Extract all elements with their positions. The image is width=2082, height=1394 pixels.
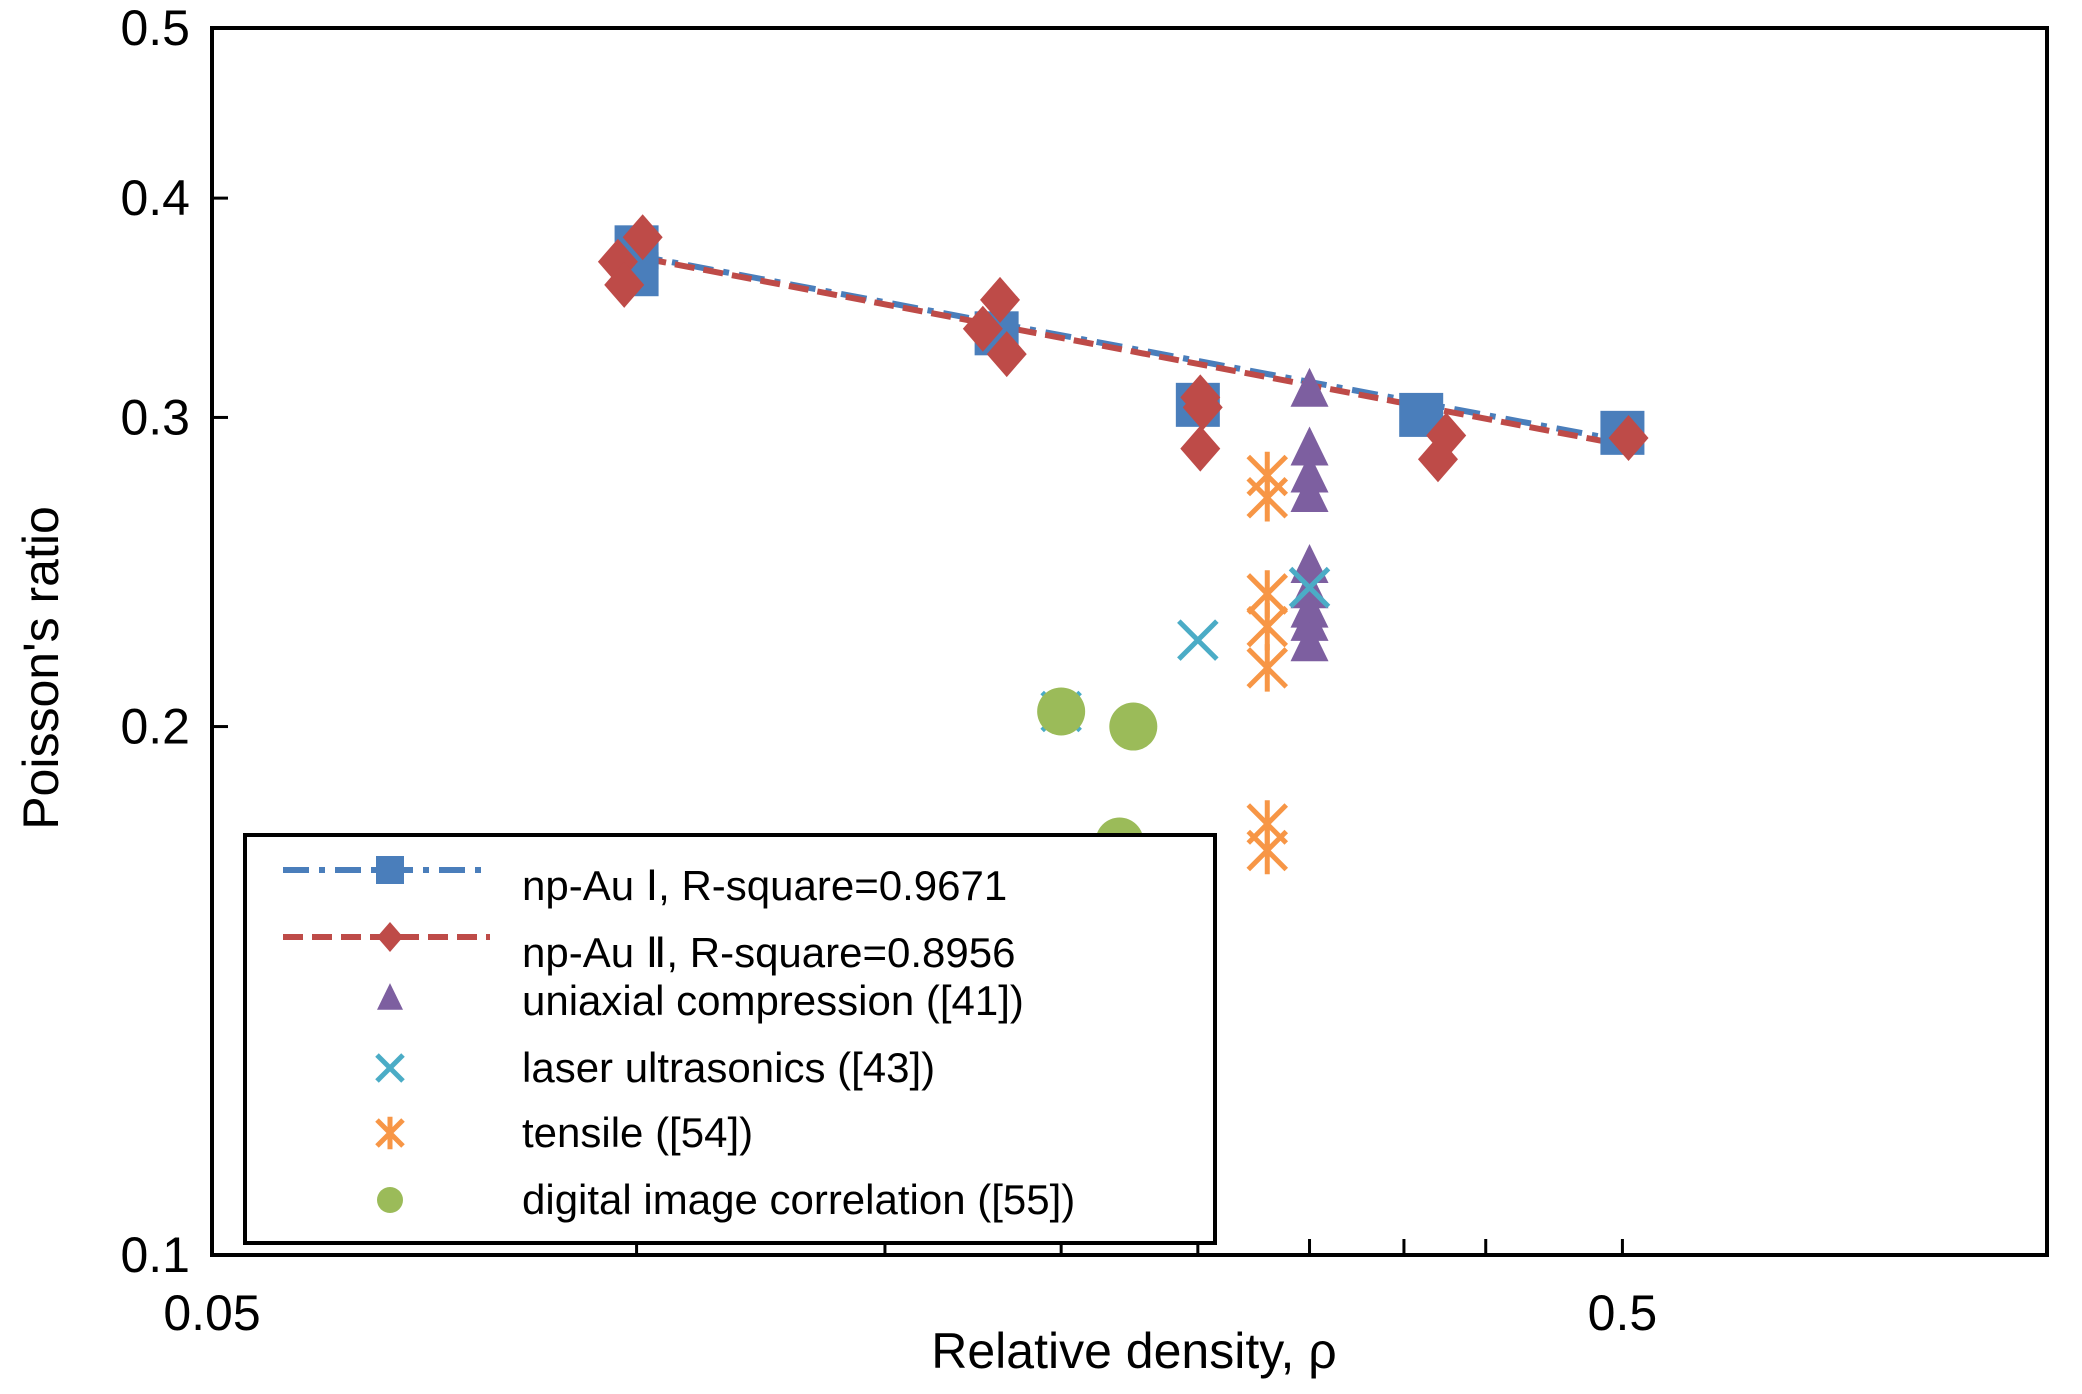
y-tick-label: 0.2 xyxy=(120,699,190,755)
point-diamond xyxy=(604,261,645,308)
legend-label: np-Au Ⅱ, R-square=0.8956 xyxy=(522,929,1015,976)
x-tick-label: 0.05 xyxy=(163,1285,260,1341)
y-tick-label: 0.4 xyxy=(120,170,190,226)
y-tick-label: 0.5 xyxy=(120,0,190,56)
y-tick-label: 0.1 xyxy=(120,1227,190,1283)
point-diamond xyxy=(986,331,1027,378)
point-star xyxy=(1246,826,1289,875)
legend-label: digital image correlation ([55]) xyxy=(522,1176,1075,1223)
point-triangle xyxy=(1290,544,1329,583)
trendline-diamond xyxy=(617,250,1630,449)
legend-label: laser ultrasonics ([43]) xyxy=(522,1044,935,1091)
point-circle xyxy=(1109,702,1158,751)
point-star xyxy=(1246,644,1289,692)
point-triangle xyxy=(1290,473,1329,513)
point-star xyxy=(1246,474,1289,522)
legend-box xyxy=(243,833,1217,1245)
legend-label: uniaxial compression ([41]) xyxy=(522,977,1024,1024)
legend-marker-x xyxy=(375,1053,405,1083)
legend-marker-circle xyxy=(377,1187,403,1213)
legend-marker-triangle xyxy=(377,983,403,1010)
point-x xyxy=(1288,566,1331,609)
point-diamond xyxy=(1180,425,1221,472)
point-diamond xyxy=(1608,415,1649,462)
point-star xyxy=(1246,602,1289,651)
y-axis-title: Poisson's ratio xyxy=(13,506,69,830)
point-x xyxy=(1177,619,1219,661)
x-axis: 0.05 0.5 xyxy=(163,1239,1657,1341)
legend-marker-star xyxy=(375,1116,405,1150)
x-axis-title: Relative density, ρ xyxy=(931,1323,1336,1379)
x-tick-label: 0.5 xyxy=(1588,1285,1658,1341)
point-diamond xyxy=(622,214,663,261)
point-triangle xyxy=(1290,601,1329,641)
legend-marker-diamond xyxy=(377,922,403,952)
point-diamond xyxy=(962,305,1003,352)
y-tick-label: 0.3 xyxy=(120,389,190,445)
point-triangle xyxy=(1290,426,1329,466)
point-diamond xyxy=(1182,384,1223,431)
point-triangle xyxy=(1290,622,1329,662)
point-triangle xyxy=(1290,367,1329,407)
data-points xyxy=(597,214,1649,875)
legend: np-Au Ⅰ, R-square=0.9671 np-Au Ⅱ, R-squar… xyxy=(243,833,1217,1245)
trendlines xyxy=(617,250,1630,449)
point-diamond xyxy=(980,276,1021,323)
legend-marker-square xyxy=(376,856,404,884)
legend-label: np-Au Ⅰ, R-square=0.9671 xyxy=(522,862,1007,909)
point-circle xyxy=(1037,687,1086,736)
point-triangle xyxy=(1290,453,1329,493)
point-diamond xyxy=(1426,412,1467,459)
y-axis: 0.1 0.2 0.3 0.4 0.5 xyxy=(120,0,228,1283)
legend-label: tensile ([54]) xyxy=(522,1109,753,1156)
